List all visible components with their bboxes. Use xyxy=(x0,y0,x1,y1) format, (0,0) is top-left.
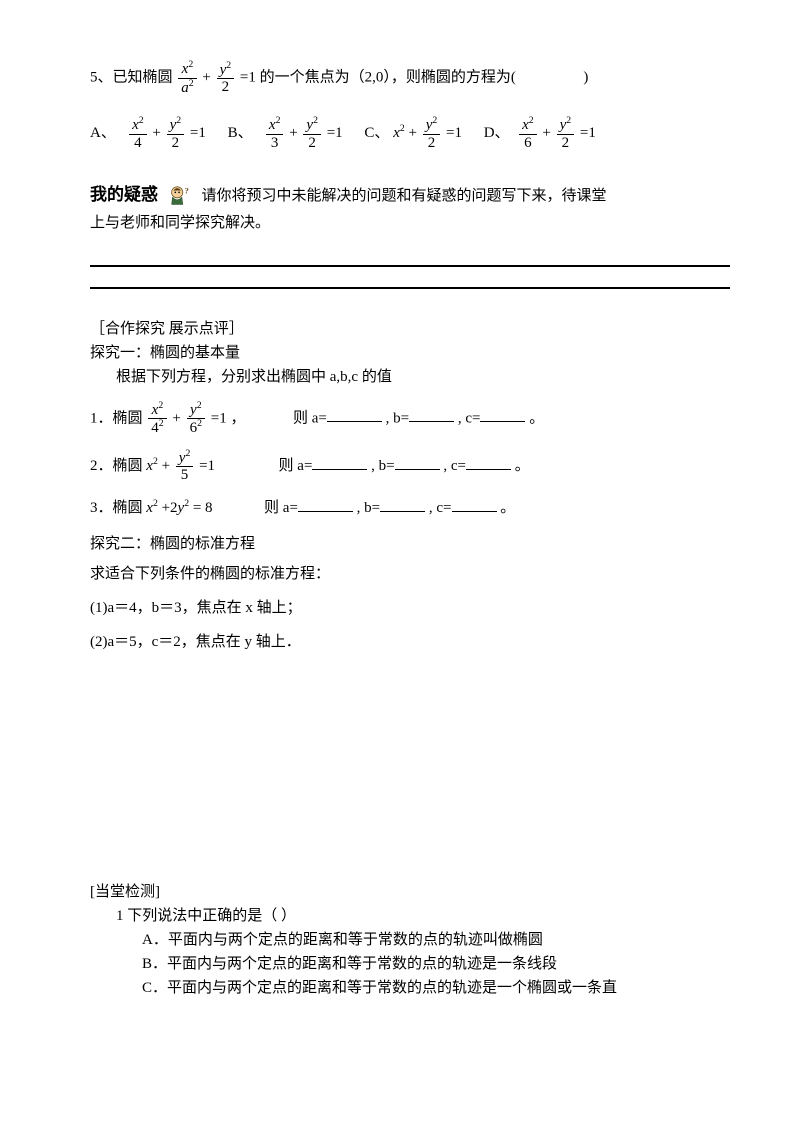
test-q1-b: B．平面内与两个定点的距离和等于常数的点的轨迹是一条线段 xyxy=(142,952,730,976)
opt-b-label: B、 xyxy=(228,125,253,141)
doubt-text1: 请你将预习中未能解决的问题和有疑惑的问题写下来，待课堂 xyxy=(202,188,607,204)
blank-space xyxy=(90,660,730,860)
fc: , c= xyxy=(458,410,481,426)
frac-xa: x2a2 xyxy=(178,60,196,96)
q5-options: A、 x24 + y22 =1 B、 x23 + y22 =1 C、 x2 + … xyxy=(90,116,730,151)
fb2: , b= xyxy=(371,458,394,474)
fe2: 。 xyxy=(515,458,530,474)
fc3: , c= xyxy=(429,500,452,516)
i1-pre: 1．椭圆 xyxy=(90,410,143,426)
q5-prefix: 5、已知椭圆 xyxy=(90,69,173,85)
opt-c-label: C、 xyxy=(364,125,389,141)
fa3: 则 a= xyxy=(264,500,298,516)
question-5: 5、已知椭圆 x2a2 + y22 =1 的一个焦点为（2,0），则椭圆的方程为… xyxy=(90,60,730,96)
option-a: A、 x24 + y22 =1 xyxy=(90,116,206,151)
explore1-item3: 3．椭圆 x2 +2y2 = 8 则 a= , b= , c= 。 xyxy=(90,496,730,520)
explore1-title: 探究一：椭圆的基本量 xyxy=(90,341,730,365)
svg-text:?: ? xyxy=(184,186,188,195)
opt-d-label: D、 xyxy=(484,125,510,141)
test-q1: 1 下列说法中正确的是（ ） xyxy=(116,904,730,928)
fe3: 。 xyxy=(500,500,515,516)
option-d: D、 x26 + y22 =1 xyxy=(484,116,596,151)
plus: + xyxy=(202,69,210,85)
coop-title: ［合作探究 展示点评］ xyxy=(90,317,730,341)
i1-mid: ， xyxy=(230,410,245,426)
eq1: =1 xyxy=(240,69,256,85)
fa2: 则 a= xyxy=(279,458,313,474)
doubt-title: 我的疑惑 xyxy=(90,185,158,204)
option-b: B、 x23 + y22 =1 xyxy=(228,116,343,151)
doubt-section: 我的疑惑 ? 请你将预习中未能解决的问题和有疑惑的问题写下来，待课堂 xyxy=(90,181,730,211)
fe: 。 xyxy=(529,410,544,426)
explore2-1: (1)a＝4，b＝3，焦点在 x 轴上； xyxy=(90,596,730,620)
test-title: [当堂检测] xyxy=(90,880,730,904)
explore1-item1: 1．椭圆 x242 + y262 =1 ， 则 a= , b= , c= 。 xyxy=(90,401,730,437)
q5-suffix: ) xyxy=(583,69,588,85)
explore2-sub: 求适合下列条件的椭圆的标准方程： xyxy=(90,562,730,586)
explore1-item2: 2．椭圆 x2 + y25 =1 则 a= , b= , c= 。 xyxy=(90,449,730,484)
q5-middle: 的一个焦点为（2,0），则椭圆的方程为( xyxy=(260,69,516,85)
option-c: C、 x2 + y22 =1 xyxy=(364,116,462,151)
divider-2 xyxy=(90,287,730,289)
fb3: , b= xyxy=(357,500,380,516)
explore2-title: 探究二：椭圆的标准方程 xyxy=(90,532,730,556)
divider-1 xyxy=(90,265,730,267)
i2-pre: 2．椭圆 xyxy=(90,458,143,474)
fc2: , c= xyxy=(443,458,466,474)
doubt-text2: 上与老师和同学探究解决。 xyxy=(90,211,730,235)
frac-y2: y22 xyxy=(217,61,235,96)
explore2-2: (2)a＝5，c＝2，焦点在 y 轴上． xyxy=(90,630,730,654)
test-q1-a: A．平面内与两个定点的距离和等于常数的点的轨迹叫做椭圆 xyxy=(142,928,730,952)
fa: 则 a= xyxy=(293,410,327,426)
test-q1-c: C．平面内与两个定点的距离和等于常数的点的轨迹是一个椭圆或一条直 xyxy=(142,976,730,1000)
explore1-sub: 根据下列方程，分别求出椭圆中 a,b,c 的值 xyxy=(116,365,730,389)
i3-pre: 3．椭圆 xyxy=(90,500,143,516)
fb: , b= xyxy=(386,410,409,426)
opt-a-label: A、 xyxy=(90,125,116,141)
thinking-icon: ? xyxy=(166,183,194,211)
